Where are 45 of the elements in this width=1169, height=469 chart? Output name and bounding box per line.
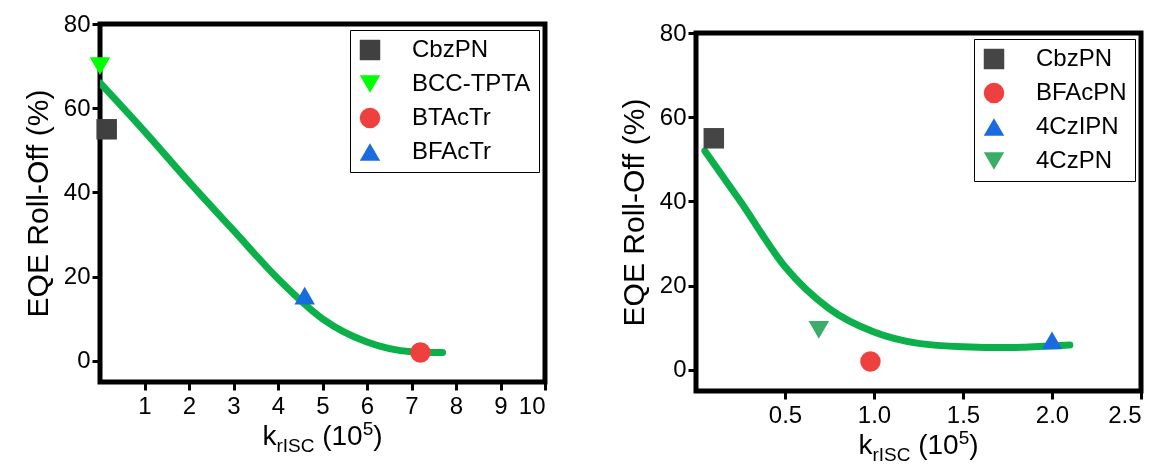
point <box>294 286 315 305</box>
y-tick-label: 80 <box>659 18 687 46</box>
legend-label: BFAcTr <box>412 137 492 164</box>
x-axis-title: k$_{rISC}$ (10$^{5}$) <box>857 427 980 466</box>
y-tick-label: 80 <box>63 9 91 37</box>
x-tick-label: 10 <box>518 391 546 419</box>
y-tick-label: 40 <box>63 177 91 205</box>
x-axis-title: k$_{rISC}$ (10$^{5}$) <box>261 418 384 457</box>
point <box>410 342 431 363</box>
y-tick-label: 60 <box>63 93 91 121</box>
legend-label: BFAcPN <box>1036 78 1127 105</box>
x-tick-label: 1.0 <box>857 400 892 428</box>
point <box>89 57 111 75</box>
x-tick-label: 1.5 <box>946 400 981 428</box>
legend-label: CbzPN <box>1036 44 1113 71</box>
x-tick-label: 9 <box>494 391 508 419</box>
x-tick-label: 2 <box>182 391 197 419</box>
y-tick-label: 0 <box>77 346 91 374</box>
x-tick-label: 1 <box>138 391 152 419</box>
x-tick-label: 7 <box>405 391 419 419</box>
x-tick-label: 6 <box>360 391 375 419</box>
legend-label: 4CzIPN <box>1036 112 1119 139</box>
x-tick-label: 3 <box>227 391 241 419</box>
x-tick-label: 2.0 <box>1035 400 1070 428</box>
x-tick-label: 8 <box>449 391 464 419</box>
x-tick-label: 4 <box>271 391 286 419</box>
legend-label: CbzPN <box>412 35 489 62</box>
legend-label: BCC-TPTA <box>412 69 531 96</box>
legend-label: 4CzPN <box>1036 146 1113 173</box>
legend-label: BTAcTr <box>412 103 491 130</box>
point <box>703 128 725 149</box>
x-tick-label: 5 <box>316 391 330 419</box>
x-tick-label: 0.5 <box>768 400 803 428</box>
y-tick-label: 20 <box>659 271 687 299</box>
point <box>1041 331 1063 350</box>
point <box>860 351 881 372</box>
point <box>808 321 830 339</box>
point <box>96 119 117 140</box>
y-tick-label: 60 <box>659 102 687 130</box>
y-tick-label: 20 <box>63 262 91 290</box>
y-axis-title: EQE Roll-Off (%) <box>20 89 54 318</box>
y-tick-label: 40 <box>659 186 687 214</box>
x-tick-label: 2.5 <box>1108 400 1142 428</box>
y-tick-label: 0 <box>673 355 687 383</box>
y-axis-title: EQE Roll-Off (%) <box>616 98 650 327</box>
